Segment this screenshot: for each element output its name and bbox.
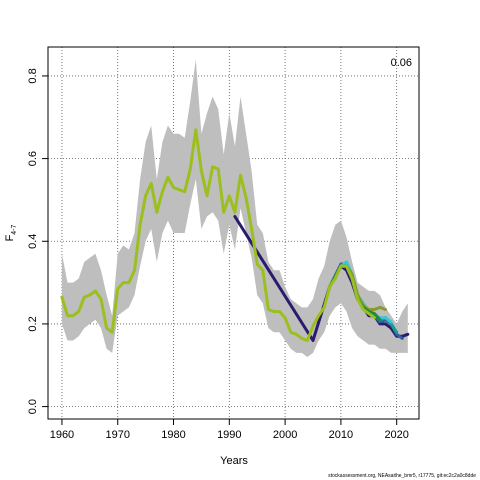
- y-tick-label-0.4: 0.4: [27, 234, 39, 249]
- x-tick-label-2020: 2020: [384, 429, 408, 441]
- series-lines: [60, 128, 410, 342]
- y-tick-label-0.6: 0.6: [27, 151, 39, 166]
- series-line-7: [60, 128, 376, 342]
- x-tick-label-2000: 2000: [273, 429, 297, 441]
- footer-credit: stockassessment.org, NEAsaithe_bmr5, r17…: [328, 473, 476, 479]
- x-tick-label-2010: 2010: [329, 429, 353, 441]
- x-axis-title: Years: [220, 455, 248, 467]
- svg-text:F4-7: F4-7: [4, 224, 18, 241]
- y-axis-title-main: F: [4, 234, 16, 241]
- x-tick-label-1960: 1960: [50, 429, 74, 441]
- y-axis-title: F4-7: [4, 224, 18, 241]
- plot-frame: [47, 46, 420, 420]
- y-tick-label-0.2: 0.2: [27, 316, 39, 331]
- y-tick-label-0: 0.0: [27, 399, 39, 414]
- x-tick-label-1990: 1990: [217, 429, 241, 441]
- x-axis: 1960 1970 1980 1990 2000 2010 2020: [50, 419, 409, 441]
- y-axis: 0.0 0.2 0.4 0.6 0.8: [27, 68, 48, 414]
- x-tick-label-1970: 1970: [105, 429, 129, 441]
- y-axis-title-sub: 4-7: [11, 224, 18, 234]
- corner-annotation: 0.06: [391, 57, 412, 69]
- y-tick-label-0.8: 0.8: [27, 68, 39, 83]
- x-tick-label-1980: 1980: [161, 429, 185, 441]
